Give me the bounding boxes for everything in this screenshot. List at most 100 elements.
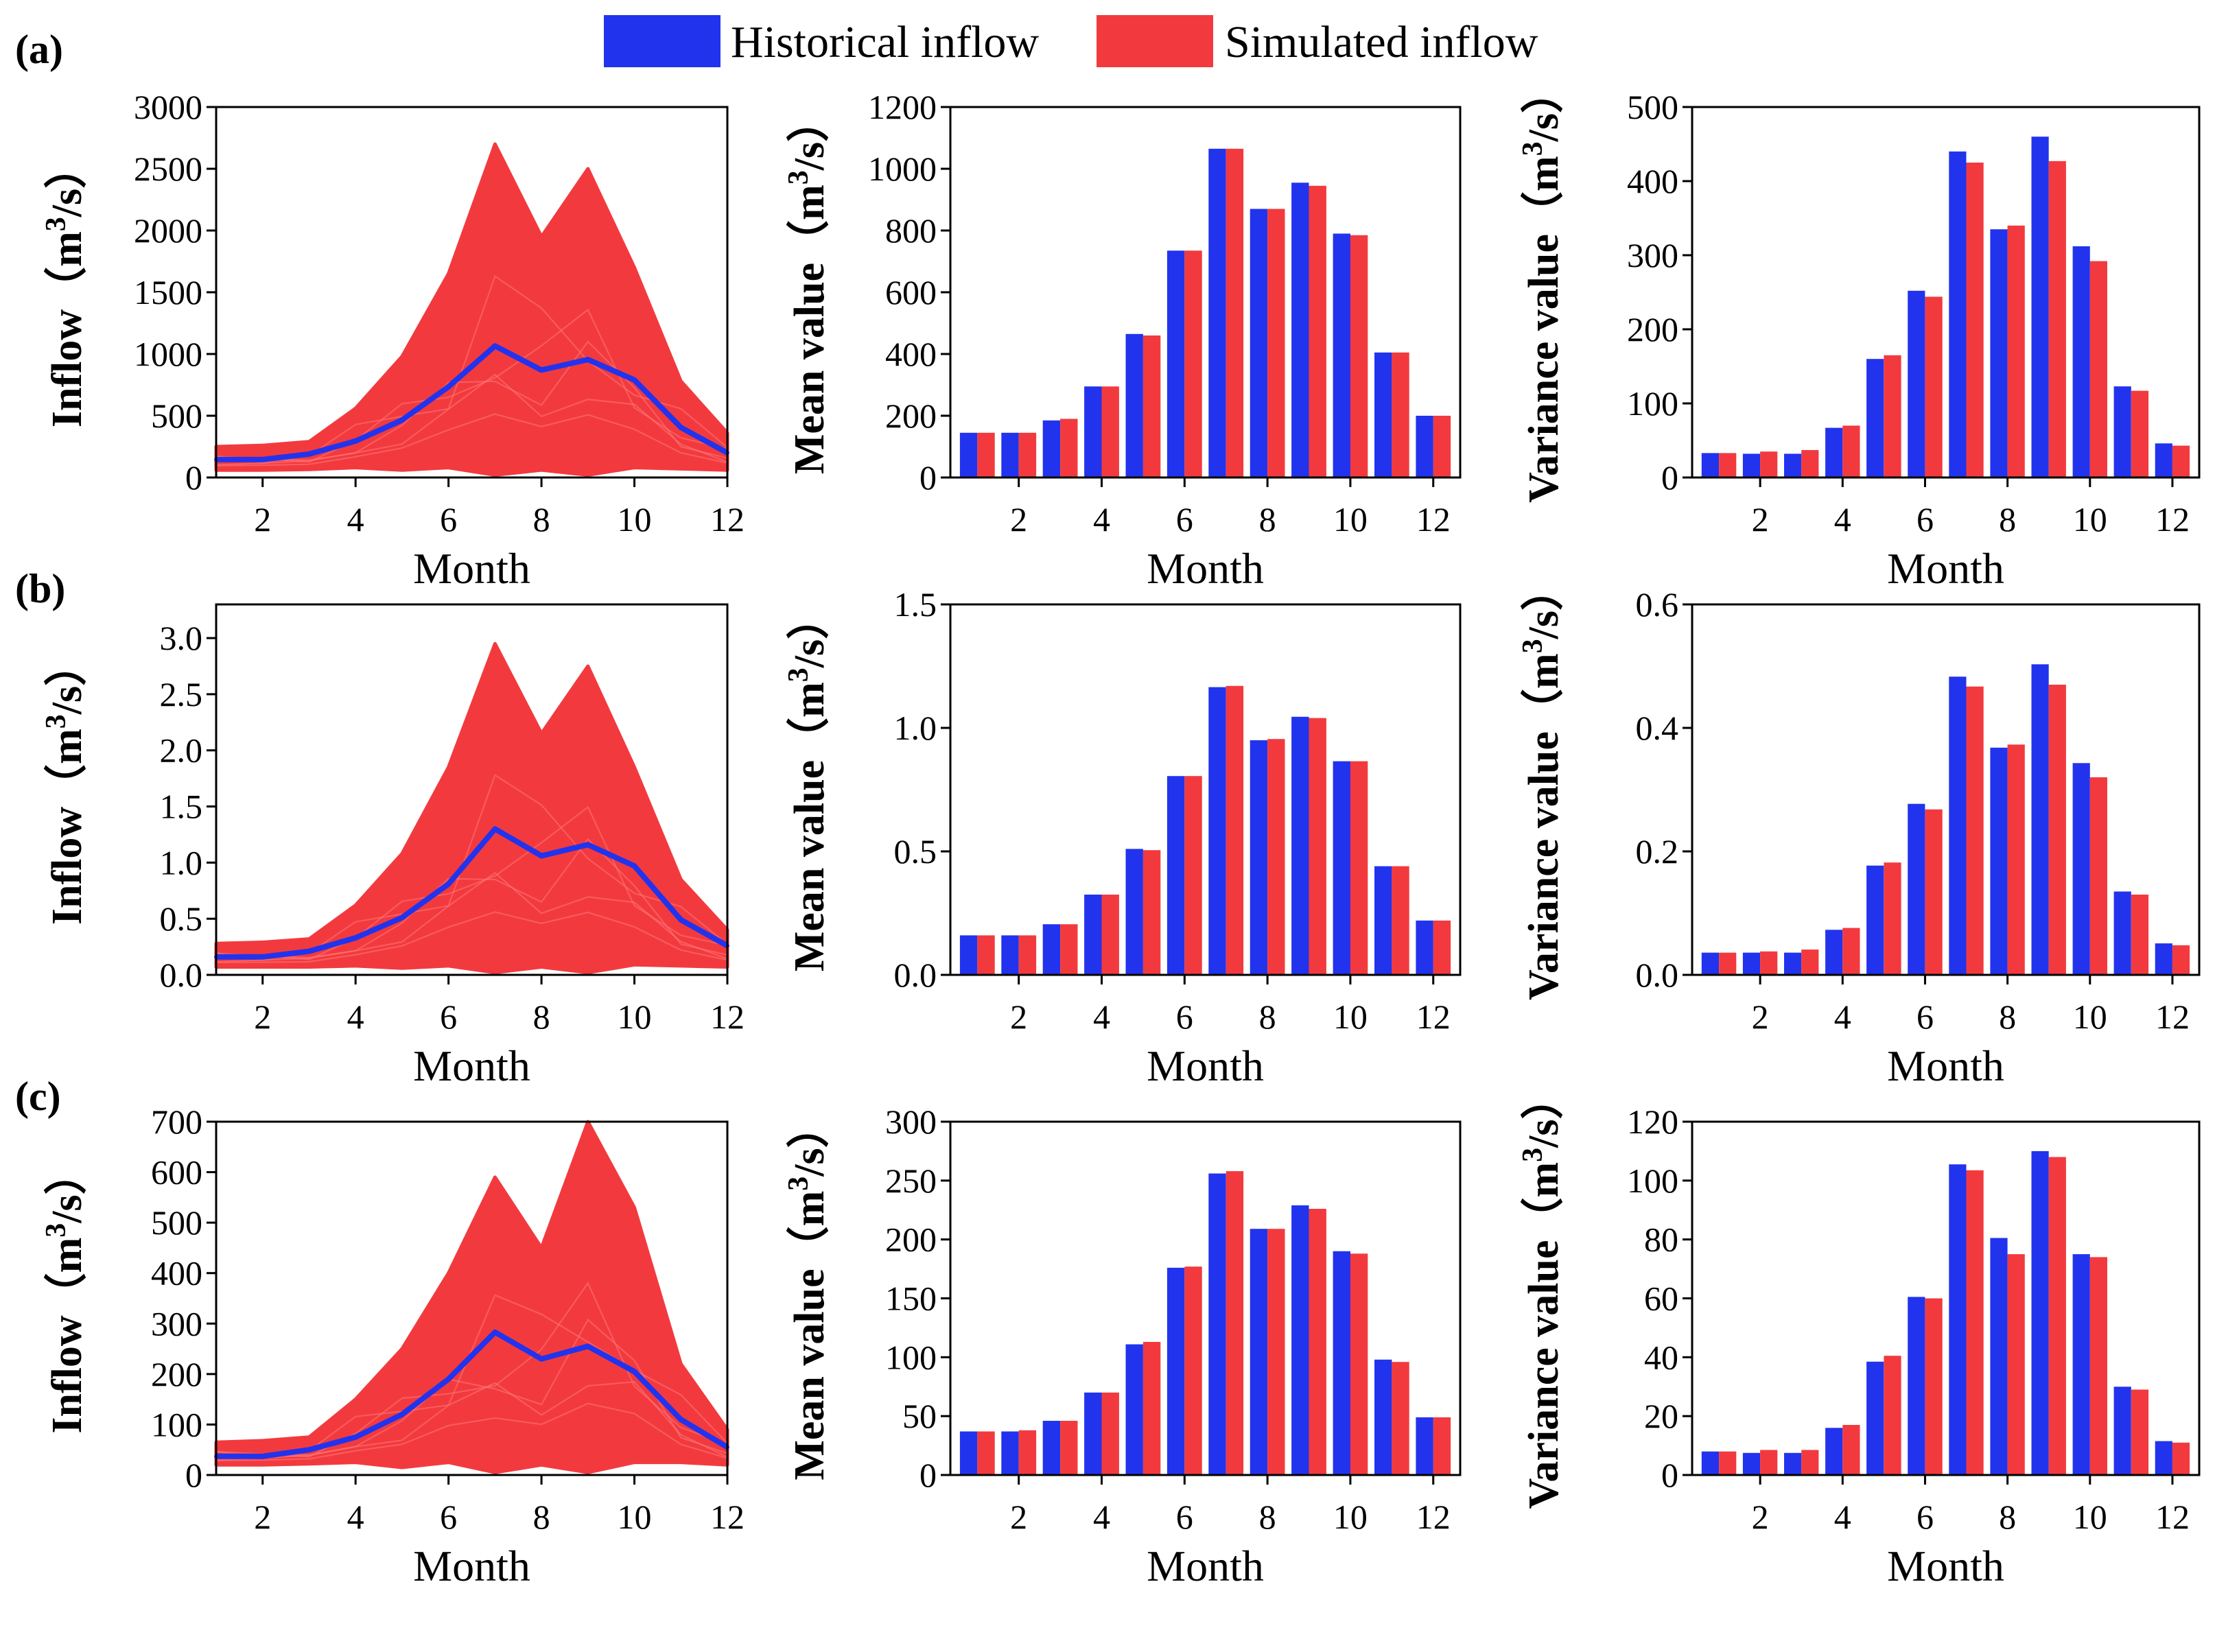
y-tick-label: 3.0 bbox=[160, 619, 203, 657]
y-tick-label: 300 bbox=[885, 1102, 937, 1141]
y-tick-label: 0.0 bbox=[894, 956, 937, 994]
y-tick-label: 200 bbox=[151, 1355, 202, 1393]
simulated-ensemble-member bbox=[215, 1282, 728, 1458]
x-axis-label: Month bbox=[413, 1041, 530, 1090]
x-tick-label: 2 bbox=[1752, 998, 1769, 1036]
bar-simulated bbox=[1018, 432, 1037, 478]
panel-label-a: (a) bbox=[15, 27, 63, 72]
bar-historical bbox=[1167, 250, 1185, 478]
bar-historical bbox=[1784, 453, 1802, 477]
x-tick-label: 12 bbox=[2155, 998, 2190, 1036]
x-tick-label: 4 bbox=[347, 500, 364, 539]
x-axis-label: Month bbox=[1147, 1041, 1264, 1090]
x-tick-label: 10 bbox=[1333, 1498, 1368, 1536]
historical-point bbox=[399, 915, 404, 920]
bar-simulated bbox=[1842, 1425, 1860, 1475]
x-tick-label: 2 bbox=[1752, 500, 1769, 539]
x-tick-label: 12 bbox=[1416, 998, 1451, 1036]
bar-historical bbox=[2113, 1386, 2131, 1476]
bar-historical bbox=[959, 432, 978, 478]
x-tick-label: 8 bbox=[533, 998, 550, 1036]
historical-point bbox=[446, 1377, 451, 1382]
bar-simulated bbox=[1060, 924, 1078, 975]
bar-simulated bbox=[2131, 895, 2149, 975]
y-tick-label: 800 bbox=[885, 211, 937, 250]
bar-historical bbox=[1990, 747, 2008, 975]
bar-historical bbox=[2031, 664, 2049, 975]
bar-historical bbox=[1990, 1238, 2008, 1475]
y-axis-label: Inflow（m3/s） bbox=[40, 146, 91, 427]
bar-simulated bbox=[1433, 1417, 1451, 1475]
y-tick-label: 500 bbox=[151, 1203, 202, 1242]
bar-historical bbox=[1042, 1421, 1061, 1475]
x-tick-label: 12 bbox=[2155, 500, 2190, 539]
x-tick-label: 6 bbox=[1917, 500, 1934, 539]
bar-simulated bbox=[977, 935, 995, 975]
bar-simulated bbox=[2172, 945, 2190, 975]
x-tick-label: 4 bbox=[1834, 500, 1851, 539]
bar-simulated bbox=[1350, 235, 1368, 478]
chart-b-var: 0.0 0.2 0.4 0.6 2 4 6 8 10 12 Month Variance value（… bbox=[1517, 568, 2201, 1090]
x-tick-label: 2 bbox=[1752, 1498, 1769, 1536]
y-axis-label: Variance value（m3/s） bbox=[1517, 71, 1567, 503]
y-tick-label: 0 bbox=[919, 458, 937, 497]
x-tick-label: 10 bbox=[618, 500, 652, 539]
y-tick-label: 600 bbox=[885, 273, 937, 311]
y-tick-label: 0 bbox=[919, 1456, 937, 1494]
x-tick-label: 4 bbox=[347, 1498, 364, 1536]
bar-simulated bbox=[1801, 1450, 1819, 1475]
y-axis-label: Inflow（m3/s） bbox=[40, 644, 91, 925]
bar-simulated bbox=[2007, 1254, 2025, 1475]
chart-c-inflow: 0 100 200 300 400 500 600 700 2 4 6 8 10 12 Month Inflo… bbox=[40, 1102, 745, 1590]
bar-historical bbox=[1742, 952, 1761, 975]
historical-point bbox=[260, 954, 265, 959]
y-axis-label: Variance value（m3/s） bbox=[1517, 568, 1567, 1000]
bar-historical bbox=[1866, 865, 1884, 975]
historical-point bbox=[307, 949, 312, 954]
x-tick-label: 2 bbox=[1010, 500, 1027, 539]
bar-historical bbox=[1416, 416, 1433, 477]
plot-frame bbox=[215, 603, 729, 976]
simulated-ensemble-member bbox=[215, 308, 728, 463]
bar-historical bbox=[1084, 1392, 1102, 1475]
historical-point bbox=[353, 438, 358, 443]
historical-point bbox=[353, 1435, 358, 1439]
y-tick-label: 100 bbox=[151, 1405, 202, 1443]
x-tick-label: 8 bbox=[1999, 500, 2016, 539]
y-tick-label: 0.4 bbox=[1636, 709, 1679, 747]
bar-simulated bbox=[1801, 949, 1819, 975]
bar-simulated bbox=[2048, 161, 2066, 478]
y-axis-label: Mean value（m3/s） bbox=[783, 1105, 833, 1480]
bar-historical bbox=[1784, 952, 1802, 975]
bar-simulated bbox=[1884, 862, 1901, 975]
bar-historical bbox=[1949, 1164, 1967, 1475]
bar-simulated bbox=[2089, 777, 2107, 975]
y-tick-label: 0.5 bbox=[160, 899, 203, 938]
y-axis-label: Mean value（m3/s） bbox=[783, 597, 833, 971]
bar-historical bbox=[1291, 716, 1309, 975]
y-axis-label: Inflow（m3/s） bbox=[40, 1152, 91, 1433]
y-tick-label: 400 bbox=[885, 335, 937, 373]
y-tick-label: 1.0 bbox=[894, 709, 937, 747]
bar-historical bbox=[1125, 333, 1143, 478]
x-tick-label: 4 bbox=[1093, 1498, 1110, 1536]
bar-historical bbox=[1866, 1361, 1884, 1475]
bar-simulated bbox=[1392, 1362, 1409, 1475]
bar-historical bbox=[1001, 935, 1019, 975]
bar-historical bbox=[1208, 687, 1226, 975]
y-tick-label: 700 bbox=[151, 1102, 202, 1141]
bar-simulated bbox=[1719, 453, 1737, 477]
simulated-ensemble-band bbox=[214, 641, 729, 975]
x-tick-label: 4 bbox=[1093, 500, 1110, 539]
x-tick-label: 10 bbox=[2073, 998, 2107, 1036]
y-tick-label: 2.0 bbox=[160, 731, 203, 770]
bar-simulated bbox=[1350, 1253, 1368, 1475]
y-tick-label: 2000 bbox=[134, 211, 202, 250]
x-axis-label: Month bbox=[1147, 544, 1264, 593]
historical-point bbox=[679, 425, 683, 430]
plot-frame bbox=[1691, 106, 2201, 479]
bar-simulated bbox=[1267, 739, 1285, 975]
bar-historical bbox=[1990, 229, 2008, 477]
historical-point bbox=[585, 1344, 590, 1349]
